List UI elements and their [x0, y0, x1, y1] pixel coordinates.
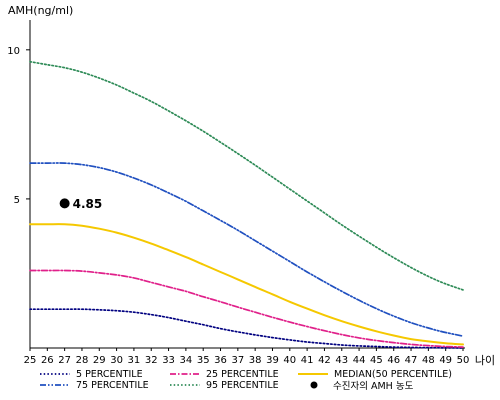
x-tick-label: 48: [422, 355, 435, 366]
x-tick-label: 29: [93, 355, 106, 366]
x-axis-label: 나이: [475, 354, 495, 367]
patient-point-label: 4.85: [73, 197, 103, 211]
series-line-4: [29, 60, 464, 291]
legend-label-1: 75 PERCENTILE: [76, 380, 149, 391]
x-tick-label: 42: [318, 355, 331, 366]
x-tick-label: 35: [197, 355, 210, 366]
legend-label-0: 5 PERCENTILE: [76, 369, 143, 380]
x-tick-label: 34: [180, 355, 193, 366]
x-tick-label: 40: [283, 355, 296, 366]
x-tick-label: 28: [76, 355, 89, 366]
x-tick-label: 36: [214, 355, 227, 366]
x-tick-label: 45: [370, 355, 383, 366]
x-tick-label: 30: [110, 355, 123, 366]
series-line-0: [29, 308, 464, 349]
x-tick-label: 44: [353, 355, 366, 366]
series-line-3: [29, 162, 464, 337]
x-tick-label: 25: [24, 355, 37, 366]
x-tick-label: 49: [439, 355, 452, 366]
patient-point: 4.85: [59, 197, 103, 211]
y-axis-label: AMH(ng/ml): [8, 4, 73, 17]
x-tick-label: 46: [387, 355, 400, 366]
x-tick-label: 27: [58, 355, 71, 366]
x-tick-label: 37: [231, 355, 244, 366]
x-tick-label: 47: [405, 355, 418, 366]
series-line-1: [29, 269, 464, 348]
legend-point-marker: [310, 381, 318, 389]
x-tick-label: 41: [301, 355, 314, 366]
legend-point-label: 수진자의 AMH 농도: [333, 381, 414, 392]
x-tick-label: 43: [335, 355, 348, 366]
axes: 5 10 25 26 27 28 29 30 31 32 33 34 35 36 37 38 39 40 41 42 4…: [7, 20, 495, 367]
patient-point-marker: [59, 198, 70, 209]
x-tick-label: 50: [457, 355, 470, 366]
series-lines: [29, 60, 464, 349]
series-line-2: [29, 223, 464, 346]
x-tick-label: 38: [249, 355, 262, 366]
x-tick-label: 39: [266, 355, 279, 366]
y-tick-label: 5: [14, 195, 20, 206]
legend-label-3: 95 PERCENTILE: [206, 380, 279, 391]
x-tick-label: 26: [41, 355, 54, 366]
x-tick-label: 31: [128, 355, 141, 366]
legend-label-4: MEDIAN(50 PERCENTILE): [334, 369, 452, 380]
x-tick-label: 32: [145, 355, 158, 366]
x-tick-label: 33: [162, 355, 175, 366]
legend-label-2: 25 PERCENTILE: [206, 369, 279, 380]
y-tick-label: 10: [7, 46, 20, 57]
